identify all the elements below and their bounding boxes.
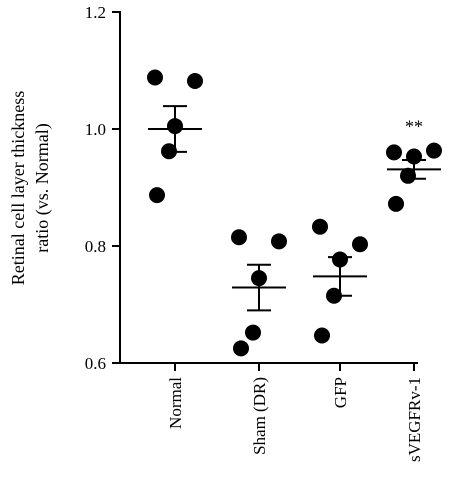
data-point — [245, 324, 261, 341]
y-axis-title-line-1: Retinal cell layer thickness — [8, 91, 28, 285]
data-point — [352, 236, 368, 253]
data-point — [231, 229, 247, 246]
data-point — [147, 69, 163, 86]
x-tick-label: Normal — [166, 377, 185, 429]
y-tick-label: 1.2 — [85, 3, 106, 22]
data-point — [312, 218, 328, 235]
data-groups: ** — [147, 69, 442, 357]
x-tick-label: GFP — [331, 377, 350, 408]
data-group — [312, 218, 368, 344]
x-tick-label: Sham (DR) — [250, 377, 269, 455]
y-tick-label: 0.6 — [85, 354, 106, 373]
data-point — [233, 340, 249, 357]
data-point — [426, 142, 442, 159]
y-axis: 0.6 0.8 1.0 1.2 — [85, 3, 121, 373]
data-point — [386, 144, 402, 161]
y-axis-title-line-2: ratio (vs. Normal) — [32, 123, 53, 252]
x-tick-label: sVEGFRv-1 — [405, 377, 424, 462]
x-axis: Normal Sham (DR) GFP sVEGFRv-1 — [119, 362, 424, 462]
data-group — [231, 229, 287, 357]
data-point — [314, 327, 330, 344]
significance-label: ** — [405, 117, 423, 137]
y-tick-label: 1.0 — [85, 120, 106, 139]
data-point — [149, 187, 165, 204]
y-tick-label: 0.8 — [85, 237, 106, 256]
y-axis-title: Retinal cell layer thickness ratio (vs. … — [8, 91, 53, 285]
data-point — [271, 233, 287, 250]
data-group: ** — [386, 117, 442, 212]
data-point — [400, 167, 416, 184]
data-point — [388, 195, 404, 212]
data-point — [187, 73, 203, 90]
data-group — [147, 69, 203, 204]
